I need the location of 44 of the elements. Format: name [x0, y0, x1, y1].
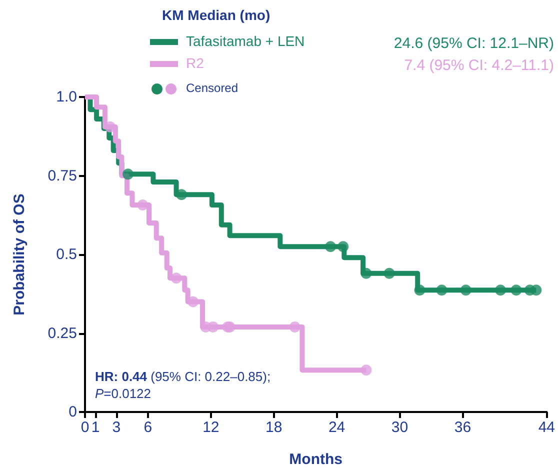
point: [188, 296, 199, 308]
point: [122, 168, 134, 180]
point: [510, 284, 522, 296]
x-tick-label: 1: [91, 419, 100, 436]
x-tick-label: 3: [112, 419, 121, 436]
point: [137, 200, 148, 211]
x-tick-label: 44: [538, 419, 555, 436]
annotation: P=0.0122: [95, 386, 152, 401]
y-tick-label: 0.25: [48, 324, 77, 342]
x-tick-label: 0: [80, 419, 90, 436]
point: [460, 284, 472, 296]
point: [360, 364, 372, 376]
x-tick-label: 30: [391, 419, 408, 436]
point: [208, 321, 219, 332]
y-tick-label: 0: [68, 404, 77, 420]
x-tick-label: 6: [144, 419, 152, 436]
point: [338, 241, 349, 252]
point: [289, 321, 300, 332]
point: [176, 189, 188, 200]
x-tick-label: 18: [266, 419, 282, 436]
point: [414, 284, 426, 296]
legend-label: Censored: [186, 81, 238, 95]
y-axis-title: Probability of OS: [11, 194, 28, 316]
y-tick-label: 1.0: [56, 88, 77, 106]
point: [170, 272, 182, 284]
point: [436, 284, 448, 296]
point: [384, 268, 395, 279]
x-tick-label: 24: [328, 419, 346, 436]
point: [104, 121, 116, 132]
x-tick-label: 36: [454, 419, 472, 436]
x-axis-title: Months: [289, 451, 342, 468]
point: [325, 241, 336, 252]
x-tick-label: 12: [202, 419, 220, 436]
point: [360, 268, 372, 279]
annotation: HR: 0.44 (95% CI: 0.22–0.85);: [95, 369, 271, 384]
point: [530, 284, 542, 296]
y-tick-label: 0.5: [56, 246, 77, 263]
legend-label: Tafasitamab + LEN: [186, 33, 305, 49]
y-tick-label: 0.75: [48, 167, 77, 184]
text: 24.6 (95% CI: 12.1–NR): [394, 35, 554, 52]
text: 7.4 (95% CI: 4.2–11.1): [404, 57, 554, 74]
point: [495, 284, 506, 296]
legend-label: R2: [186, 55, 204, 71]
legend-title: KM Median (mo): [162, 7, 270, 23]
